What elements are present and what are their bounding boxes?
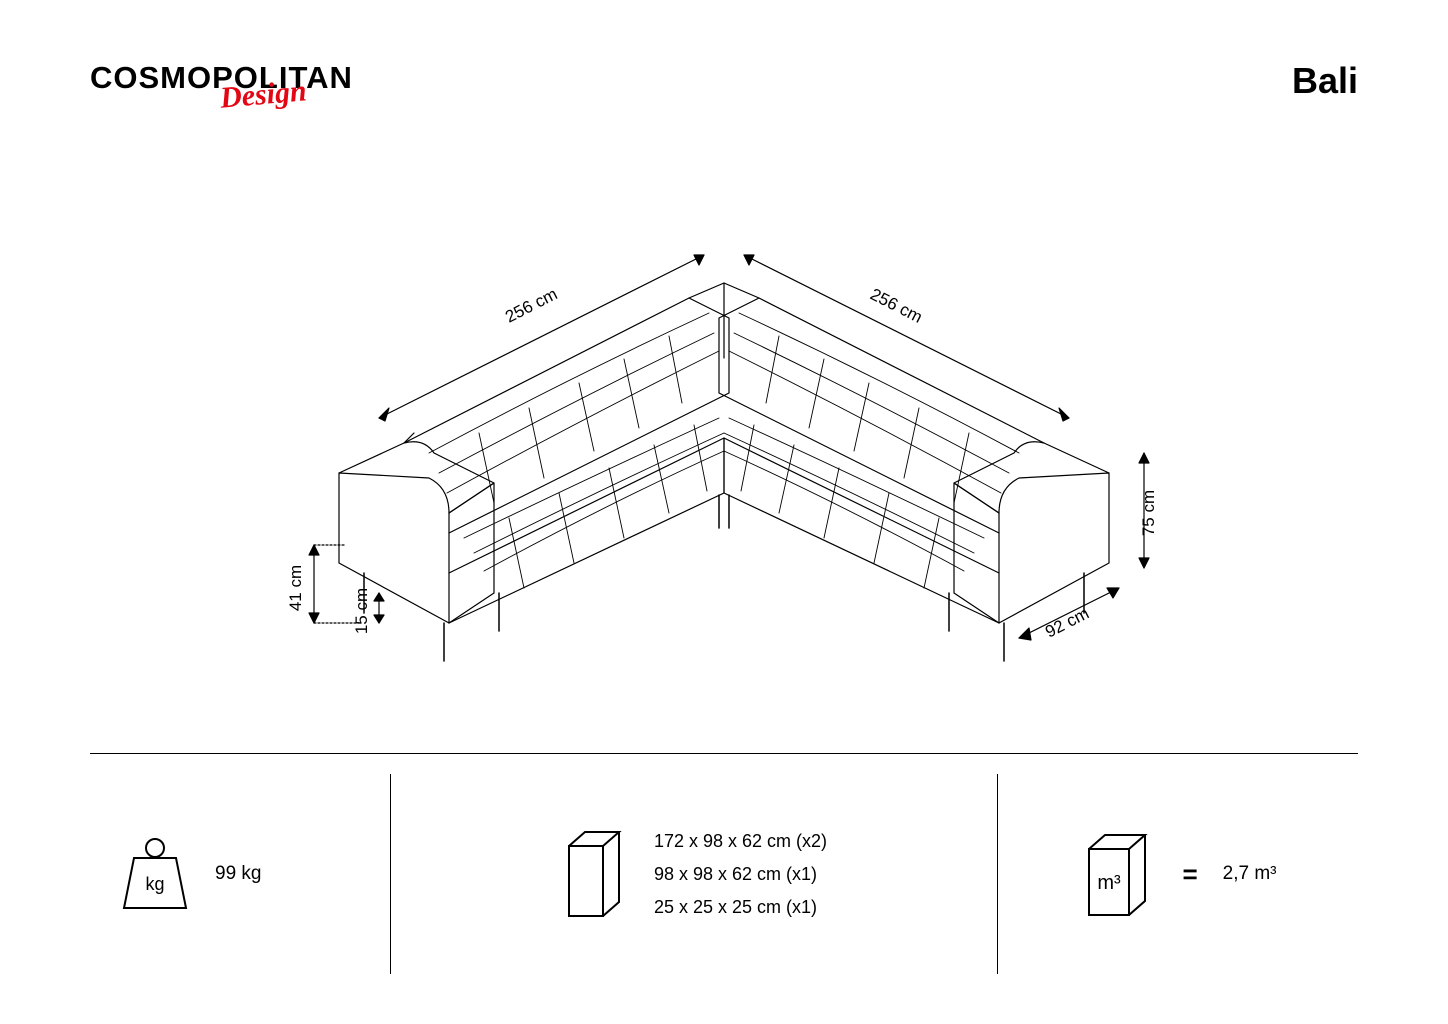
- weight-cell: kg 99 kg: [90, 774, 390, 974]
- product-name: Bali: [1292, 60, 1358, 102]
- brand-script: Design: [219, 74, 308, 115]
- divider: [90, 753, 1358, 754]
- diagram-area: 256 cm 256 cm 75 cm 92 cm 41 cm 15 cm: [90, 132, 1358, 743]
- volume-cell: m³ = 2,7 m³: [998, 774, 1358, 974]
- weight-value: 99 kg: [215, 863, 261, 885]
- info-row: kg 99 kg 172 x 98 x 62 cm (x2) 98 x 98 x…: [90, 774, 1358, 974]
- brand-logo: COSMOPOLITAN Design: [90, 60, 353, 96]
- dim-leg-height: 15 cm: [352, 587, 371, 633]
- volume-icon: m³: [1079, 827, 1157, 922]
- package-line: 25 x 25 x 25 cm (x1): [654, 897, 827, 918]
- weight-icon-label: kg: [145, 874, 164, 894]
- package-line: 172 x 98 x 62 cm (x2): [654, 831, 827, 852]
- box-icon: [561, 824, 629, 924]
- sofa-diagram: 256 cm 256 cm 75 cm 92 cm 41 cm 15 cm: [249, 193, 1199, 683]
- spec-sheet: COSMOPOLITAN Design Bali: [0, 0, 1448, 1024]
- dim-height: 75 cm: [1139, 489, 1158, 535]
- header: COSMOPOLITAN Design Bali: [90, 60, 1358, 102]
- weight-icon: kg: [120, 834, 190, 914]
- volume-value: 2,7 m³: [1223, 863, 1277, 885]
- packages-cell: 172 x 98 x 62 cm (x2) 98 x 98 x 62 cm (x…: [390, 774, 998, 974]
- dim-depth: 92 cm: [1042, 603, 1092, 641]
- volume-icon-label: m³: [1098, 872, 1122, 894]
- dim-width-left: 256 cm: [502, 284, 560, 326]
- dim-seat-height: 41 cm: [286, 564, 305, 610]
- equals-sign: =: [1182, 859, 1197, 890]
- package-list: 172 x 98 x 62 cm (x2) 98 x 98 x 62 cm (x…: [654, 831, 827, 918]
- package-line: 98 x 98 x 62 cm (x1): [654, 864, 827, 885]
